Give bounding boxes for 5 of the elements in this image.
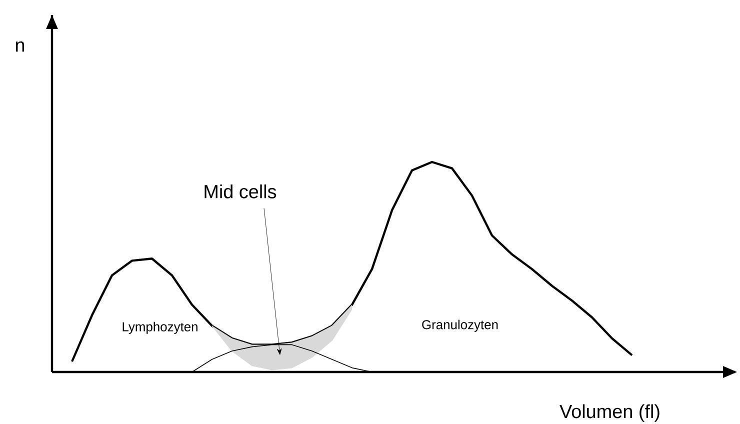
annotation: Granulozyten [422,320,498,332]
x-axis-title: Volumen (fl) [560,404,660,422]
text: n [16,41,24,52]
annotation: Lymphozyten [122,322,198,334]
annotation: Mid cells [204,184,276,198]
